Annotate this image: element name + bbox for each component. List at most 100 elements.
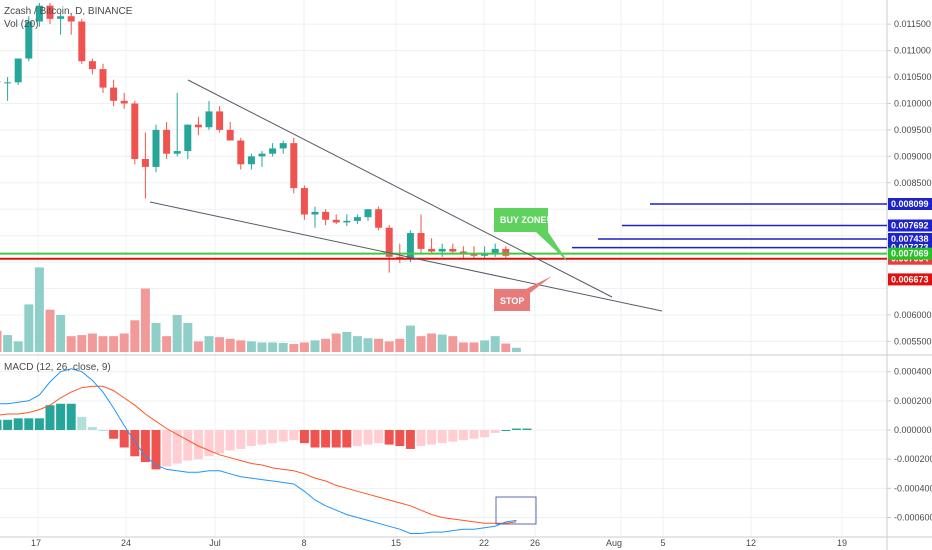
macd-tick-label: -0.000200	[894, 454, 932, 464]
macd-histogram-bar	[3, 419, 13, 430]
upper-trendline	[187, 79, 613, 298]
macd-histogram-bar	[299, 430, 309, 444]
macd-tick-label: -0.000600	[894, 513, 932, 523]
signal-line	[0, 385, 517, 524]
volume-bar	[151, 322, 161, 352]
candle-body	[67, 16, 75, 22]
macd-histogram-bar	[501, 430, 511, 431]
volume-bar	[363, 338, 373, 352]
volume-bar	[299, 342, 309, 352]
time-tick-label: Aug	[606, 538, 622, 548]
candle-body	[428, 248, 436, 252]
candle-body	[385, 227, 393, 257]
candle-body	[226, 129, 234, 141]
time-tick-label: 5	[660, 538, 665, 548]
price-tag	[888, 197, 932, 210]
candle-body	[4, 82, 12, 84]
volume-bar	[458, 342, 468, 352]
volume-bar	[331, 333, 341, 352]
volume-bar	[109, 336, 119, 352]
candle-body	[194, 124, 202, 128]
volume-bar	[162, 336, 172, 352]
candle-body	[237, 140, 245, 165]
buy-zone-callout: BUY ZONE!	[494, 208, 568, 262]
volume-bar	[56, 314, 66, 352]
volume-bar	[374, 338, 384, 352]
macd-histogram-bar	[374, 430, 384, 444]
candle-body	[332, 219, 340, 223]
volume-bar	[246, 341, 256, 352]
candle-body	[247, 156, 255, 165]
macd-histogram-bar	[56, 403, 66, 430]
candle-body	[491, 248, 499, 255]
macd-histogram-bar	[77, 416, 87, 430]
candle-body	[184, 124, 192, 152]
candles	[0, 3, 510, 273]
chart-title: Zcash / Bitcoin, D, BINANCE	[4, 6, 133, 17]
macd-histogram-bar	[511, 428, 521, 430]
price-tick-label: 0.006000	[894, 310, 932, 320]
macd-histogram-bar	[0, 419, 2, 430]
macd-histogram-bar	[87, 427, 97, 430]
candle-body	[120, 100, 128, 104]
price-tag	[888, 219, 932, 232]
candle-body	[25, 21, 33, 59]
volume-bar	[289, 344, 299, 352]
macd-histogram-bar	[204, 430, 214, 457]
price-tag-label: 0.006673	[891, 274, 929, 284]
volume-legend: Vol (20)	[4, 19, 38, 30]
price-tick-label: 0.010000	[894, 98, 932, 108]
volume-bar	[490, 336, 500, 352]
volume-bar	[193, 341, 203, 352]
volume-bar	[342, 331, 352, 352]
macd-histogram-bar	[384, 430, 394, 445]
volume-bar	[511, 347, 521, 352]
candle-body	[502, 248, 510, 256]
macd-tick-label: 0.000400	[894, 367, 932, 377]
buy-zone-label: BUY ZONE!	[500, 215, 549, 225]
candle-body	[141, 158, 149, 167]
macd-histogram-bar	[109, 430, 119, 439]
price-tick-label: 0.005500	[894, 336, 932, 346]
macd-histogram-bar	[183, 430, 193, 461]
macd-histogram-bar	[321, 430, 331, 448]
volume-bar	[66, 336, 76, 352]
macd-histogram-bar	[268, 430, 278, 444]
time-tick-label: Jul	[209, 538, 221, 548]
macd-histogram-bar	[13, 418, 23, 430]
macd-histogram-bar	[66, 403, 76, 430]
volume-bar	[384, 341, 394, 352]
candle-body	[152, 129, 160, 167]
candle-body	[35, 5, 43, 22]
time-tick-label: 17	[31, 538, 41, 548]
price-tag	[888, 273, 932, 286]
candle-body	[438, 248, 446, 252]
macd-histogram-bar	[24, 418, 34, 430]
candle-body	[173, 151, 181, 154]
volume-bar	[257, 342, 267, 352]
volume-bar	[98, 336, 108, 352]
candle-body	[481, 254, 489, 256]
price-tick-label: 0.009500	[894, 125, 932, 135]
price-tick-label: 0.010500	[894, 72, 932, 82]
macd-histogram-bar	[236, 430, 246, 449]
volume-bar	[87, 333, 97, 352]
time-tick-label: 15	[391, 538, 401, 548]
candle-body	[279, 143, 287, 149]
macd-histogram-bar	[405, 430, 415, 449]
volume-bar	[321, 338, 331, 352]
volume-bar	[183, 322, 193, 352]
volume-bar	[130, 320, 140, 352]
candle-body	[57, 16, 65, 19]
macd-pane	[0, 368, 532, 534]
candle-body	[14, 58, 22, 83]
time-tick-label: 26	[530, 538, 540, 548]
volume-bar	[119, 333, 129, 352]
macd-histogram-bar	[310, 430, 320, 448]
macd-histogram-bar	[172, 430, 182, 464]
price-tag-label: 0.008099	[891, 199, 929, 209]
macd-histogram-bar	[342, 430, 352, 448]
volume-bar	[215, 337, 225, 352]
